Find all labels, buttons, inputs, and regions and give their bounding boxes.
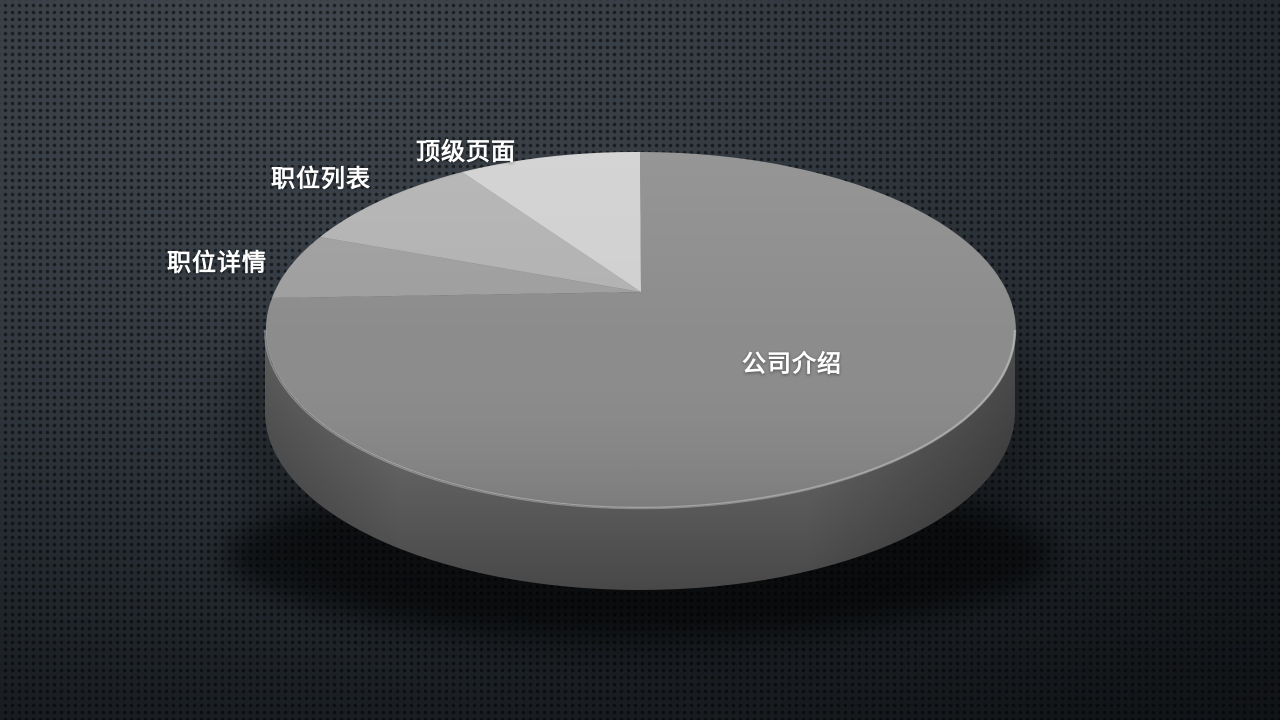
pie-side-shading	[265, 330, 1015, 590]
slice-label-top-pages: 顶级页面	[416, 138, 516, 166]
slice-label-job-list: 职位列表	[271, 165, 371, 193]
pie-top-lighting-overlay	[265, 152, 1015, 508]
slice-label-job-detail: 职位详情	[167, 249, 267, 277]
pie-rim-highlight	[263, 329, 1017, 510]
slice-label-company-intro: 公司介绍	[742, 350, 842, 378]
